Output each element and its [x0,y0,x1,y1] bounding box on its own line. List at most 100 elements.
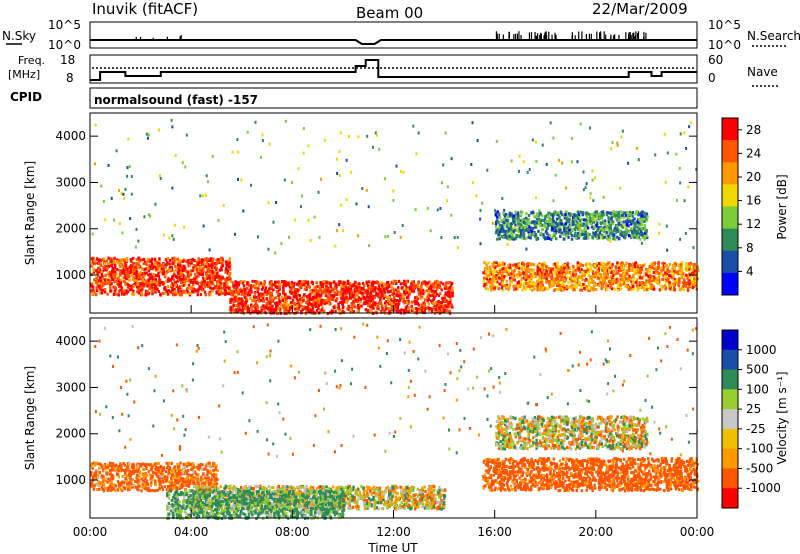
heatmap-cell [614,211,618,215]
heatmap-cell [653,267,656,271]
heatmap-cell [379,295,382,299]
heatmap-cell [529,226,532,230]
heatmap-cell [607,211,610,215]
heatmap-cell [548,218,552,222]
heatmap-cell [519,231,523,235]
heatmap-cell [639,268,642,272]
heatmap-cell [632,284,635,288]
heatmap-cell [359,289,363,293]
heatmap-cell [537,229,540,233]
heatmap-cell [607,229,610,233]
heatmap-cell [641,276,644,280]
heatmap-cell [402,297,405,301]
heatmap-cell [101,277,104,281]
heatmap-cell [656,280,660,284]
heatmap-cell [444,131,447,135]
date-title: 22/Mar/2009 [592,0,688,18]
heatmap-cell [174,268,178,272]
heatmap-cell [290,287,293,291]
heatmap-cell [333,286,337,290]
heatmap-cell [380,287,383,291]
heatmap-cell [627,287,630,291]
heatmap-cell [621,264,624,268]
heatmap-cell [388,307,391,311]
heatmap-cell [534,225,537,229]
heatmap-cell [434,284,438,288]
heatmap-cell [587,288,590,292]
heatmap-cell [617,221,620,225]
heatmap-cell [116,268,119,272]
heatmap-cell [604,269,607,273]
heatmap-cell [426,284,429,288]
heatmap-cell [120,292,124,296]
heatmap-cell [166,292,170,296]
heatmap-cell [500,235,504,238]
heatmap-cell [311,304,314,308]
heatmap-cell [322,301,325,305]
heatmap-cell [260,306,263,310]
heatmap-cell [253,299,256,303]
heatmap-cell [426,299,429,303]
heatmap-cell [672,285,676,289]
heatmap-cell [128,269,131,273]
heatmap-cell [552,219,555,223]
heatmap-cell [521,269,524,273]
heatmap-cell [370,310,374,314]
nave-axis-hi: 60 [708,53,723,67]
heatmap-cell [642,264,645,268]
heatmap-cell [493,266,497,270]
heatmap-cell [549,269,552,273]
heatmap-cell [112,273,115,277]
heatmap-cell [421,288,425,292]
heatmap-cell [326,295,330,299]
heatmap-cell [140,267,144,270]
heatmap-cell [539,288,542,292]
cpid-strip: CPID normalsound (fast) -157 [10,87,698,109]
heatmap-cell [589,192,592,196]
heatmap-cell [361,187,364,190]
heatmap-cell [630,219,633,223]
heatmap-cell [327,291,330,295]
heatmap-cell [486,287,489,291]
heatmap-cell [527,217,530,221]
heatmap-cell [566,261,570,265]
heatmap-cell [543,225,547,229]
heatmap-cell [576,210,579,214]
heatmap-cell [125,270,128,274]
heatmap-cell [507,230,510,234]
heatmap-cell [215,286,218,290]
heatmap-cell [108,281,111,285]
heatmap-cell [425,289,429,293]
heatmap-cell [333,298,337,302]
heatmap-cell [566,268,569,272]
heatmap-cell [250,183,252,187]
heatmap-cell [149,272,152,276]
heatmap-cell [131,270,135,274]
heatmap-cell [608,223,611,227]
heatmap-cell [294,295,297,299]
heatmap-cell [404,288,407,292]
heatmap-cell [691,263,694,267]
heatmap-cell [630,222,633,226]
heatmap-cell [356,298,360,302]
nsearch-axis-lo: 10^0 [708,38,741,52]
heatmap-cell [108,285,112,288]
heatmap-cell [631,218,635,222]
heatmap-cell [132,292,136,296]
heatmap-cell [436,307,439,311]
heatmap-cell [114,279,118,283]
heatmap-cell [341,294,345,298]
heatmap-cell [189,280,193,284]
heatmap-cell [617,237,621,241]
heatmap-cell [381,294,384,298]
heatmap-cell [91,282,94,285]
heatmap-cell [642,211,646,215]
heatmap-cell [616,225,619,229]
heatmap-cell [519,280,523,284]
heatmap-cell [494,265,497,269]
heatmap-cell [525,227,529,231]
heatmap-cell [674,262,677,266]
heatmap-cell [140,276,143,280]
heatmap-cell [395,306,398,310]
heatmap-cell [496,280,499,284]
